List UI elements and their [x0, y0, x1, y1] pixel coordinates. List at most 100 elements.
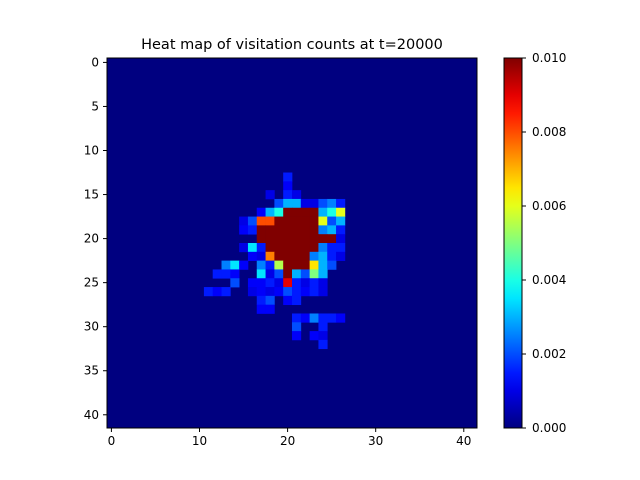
x-tick-label: 30	[368, 434, 383, 448]
y-tick-label: 35	[84, 364, 99, 378]
heatmap-cell	[292, 190, 302, 200]
heatmap-cell	[274, 269, 284, 279]
heatmap-cell	[292, 322, 302, 332]
heatmap-cell	[300, 260, 310, 270]
heatmap-cell	[265, 225, 275, 235]
y-tick-label: 30	[84, 320, 99, 334]
heatmap-cell	[327, 251, 337, 261]
heatmap-cell	[274, 207, 284, 217]
colorbar-tick-label: 0.008	[532, 125, 566, 139]
heatmap-cell	[292, 234, 302, 244]
x-tick-label: 0	[108, 434, 116, 448]
heatmap-cell	[239, 225, 249, 235]
heatmap-cell	[327, 216, 337, 226]
heatmap-cell	[265, 260, 275, 270]
heatmap-cell	[265, 287, 275, 297]
heatmap-cell	[300, 225, 310, 235]
heatmap-cell	[256, 278, 266, 288]
heatmap-cell	[292, 251, 302, 261]
heatmap-cell	[239, 243, 249, 253]
heatmap-cell	[318, 225, 328, 235]
heatmap-cell	[247, 278, 258, 288]
chart-title: Heat map of visitation counts at t=20000	[141, 37, 443, 53]
colorbar-tick-label: 0.004	[532, 273, 566, 287]
heatmap-cell	[327, 198, 337, 209]
heatmap-cell	[274, 225, 284, 235]
heatmap-cell	[265, 207, 275, 217]
y-tick-label: 20	[84, 232, 99, 246]
heatmap-cell	[318, 269, 328, 279]
heatmap-cell	[318, 198, 328, 209]
heatmap-cell	[327, 243, 337, 253]
heatmap-cell	[265, 243, 275, 253]
x-tick-label: 40	[456, 434, 471, 448]
heatmap-cell	[309, 234, 319, 244]
heatmap-cell	[265, 295, 275, 306]
heatmap-cell	[336, 234, 346, 244]
colorbar-tick-label: 0.006	[532, 199, 566, 213]
heatmap-cell	[283, 225, 293, 235]
heatmap-cell	[283, 216, 293, 226]
heatmap-cells	[107, 58, 477, 428]
heatmap-cell	[309, 331, 319, 341]
heatmap-cell	[318, 234, 328, 244]
heatmap-cell	[300, 269, 310, 279]
heatmap-cell	[256, 304, 266, 314]
heatmap-cell	[283, 260, 293, 270]
heatmap-cell	[309, 313, 319, 323]
heatmap-cell	[256, 243, 266, 253]
heatmap-cell	[309, 216, 319, 226]
heatmap-cell	[283, 295, 293, 306]
heatmap-cell	[318, 322, 328, 332]
heatmap-cell	[265, 190, 275, 200]
heatmap-cell	[265, 304, 275, 314]
heatmap-cell	[256, 295, 266, 306]
heatmap-cell	[292, 287, 302, 297]
heatmap-cell	[283, 287, 293, 297]
heatmap-cell	[336, 216, 346, 226]
heatmap-cell	[247, 251, 258, 261]
heatmap-cell	[309, 198, 319, 209]
heatmap-cell	[256, 234, 266, 244]
heatmap-cell	[309, 225, 319, 235]
heatmap-cell	[292, 216, 302, 226]
heatmap-cell	[274, 251, 284, 261]
heatmap-cell	[300, 243, 310, 253]
heatmap-cell	[283, 269, 293, 279]
heatmap-cell	[212, 269, 222, 279]
heatmap-cell	[336, 251, 346, 261]
plot-frame	[106, 57, 478, 429]
heatmap-cell	[292, 278, 302, 288]
heatmap-cell	[230, 269, 240, 279]
heatmap-cell	[256, 216, 266, 226]
heatmap-cell	[327, 207, 337, 217]
heatmap-cell	[318, 313, 328, 323]
heatmap-cell	[212, 287, 222, 297]
heatmap-cell	[274, 234, 284, 244]
heatmap-cell	[300, 251, 310, 261]
heatmap-cell	[318, 207, 328, 217]
heatmap-cell	[221, 269, 231, 279]
heatmap-cell	[318, 287, 328, 297]
y-tick-label: 5	[91, 99, 99, 113]
heatmap-cell	[318, 278, 328, 288]
heatmap-cell	[283, 181, 293, 191]
y-tick-label: 25	[84, 276, 99, 290]
colorbar-tick-label: 0.010	[532, 51, 566, 65]
heatmap-cell	[292, 269, 302, 279]
heatmap-cell	[309, 278, 319, 288]
heatmap-cell	[318, 331, 328, 341]
heatmap-cell	[256, 269, 266, 279]
heatmap-cell	[265, 251, 275, 261]
heatmap-cell	[336, 243, 346, 253]
y-tick-label: 40	[84, 408, 99, 422]
x-axis: 0 10 20 30 40	[108, 428, 471, 448]
colorbar-axis: 0.000 0.002 0.004 0.006 0.008 0.010	[522, 51, 566, 435]
heatmap-cell	[221, 287, 231, 297]
heatmap-cell	[274, 243, 284, 253]
heatmap-cell	[265, 278, 275, 288]
heatmap-cell	[292, 260, 302, 270]
heatmap-cell	[239, 260, 249, 270]
heatmap-cell	[283, 234, 293, 244]
